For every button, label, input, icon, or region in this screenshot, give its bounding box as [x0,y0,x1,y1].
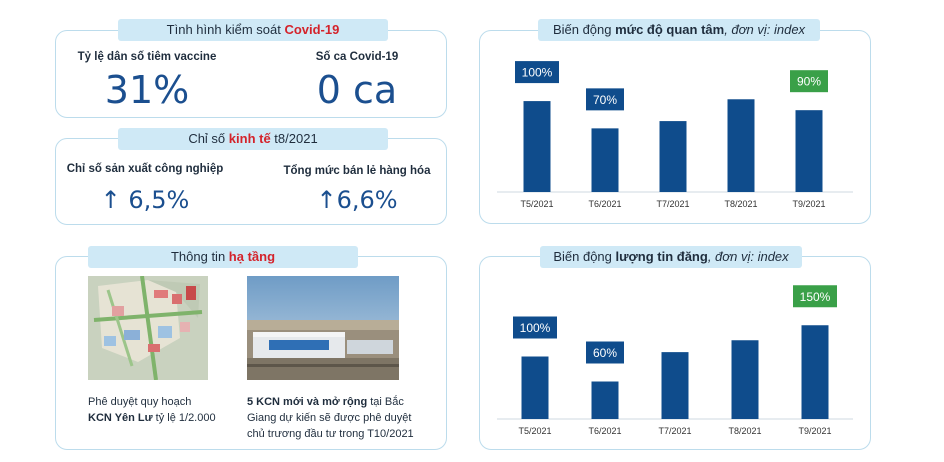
data-label-box [793,285,837,308]
interest-chart-title: Biến động mức độ quan tâm, đơn vị: index [538,19,820,41]
infrastructure-card-title: Thông tin hạ tầng [88,246,358,268]
bar-t8-2021 [727,99,755,192]
bar-t5-2021 [523,101,551,192]
x-tick-label: T6/2021 [588,426,621,436]
data-label-box [513,316,557,339]
data-label: 60% [593,346,617,360]
covid-card [55,30,447,118]
economy-card [55,138,447,225]
listings-chart-title: Biến động lượng tin đăng, đơn vị: index [540,246,802,268]
x-tick-label: T5/2021 [520,199,553,209]
industry-index-label: Chỉ số sản xuất công nghiệp [66,163,224,175]
bar-t7-2021 [659,121,687,192]
x-tick-label: T9/2021 [792,199,825,209]
data-label: 90% [797,75,821,89]
site-plan-illustration [88,276,208,380]
vaccine-rate-value: 31% [104,68,190,112]
bar-t9-2021 [801,325,829,419]
retail-sales-label: Tổng mức bán lẻ hàng hóa [283,165,431,177]
bar-t7-2021 [661,352,689,419]
industry-index-value: ↑ 6,5% [100,186,190,214]
bar-t6-2021 [591,381,619,419]
site-plan-caption: Phê duyệt quy hoạch KCN Yên Lư tỷ lệ 1/2… [88,396,216,424]
data-label-box [790,70,828,93]
x-tick-label: T5/2021 [518,426,551,436]
data-label: 100% [520,321,551,335]
data-label-box [586,341,624,364]
listings-bar-chart: T5/2021 100% T6/2021 60% T7/2021 T8/2021 T9/20… [497,285,853,436]
vaccine-rate-label: Tỷ lệ dân số tiêm vaccine [77,51,217,63]
bar-t8-2021 [731,340,759,419]
data-label-box [515,61,559,84]
data-label: 70% [593,93,617,107]
data-label: 150% [800,290,831,304]
x-tick-label: T8/2021 [728,426,761,436]
x-tick-label: T9/2021 [798,426,831,436]
economy-card-title: Chỉ số kinh tế t8/2021 [118,128,388,150]
industrial-park-photo [247,276,399,380]
arrow-up-icon: ↑ [316,186,337,214]
industrial-park-illustration [247,276,399,380]
bar-t6-2021 [591,128,619,192]
industrial-park-caption: 5 KCN mới và mở rộng tại Bắc Giang dự ki… [247,396,414,440]
x-tick-label: T7/2021 [658,426,691,436]
x-tick-label: T7/2021 [656,199,689,209]
arrow-up-icon: ↑ [100,186,121,214]
data-label-box [586,88,624,111]
data-label: 100% [522,66,553,80]
covid-card-title: Tình hình kiểm soát Covid-19 [118,19,388,41]
covid-cases-value: 0 ca [316,68,398,112]
x-tick-label: T6/2021 [588,199,621,209]
bar-t5-2021 [521,356,549,419]
bar-t9-2021 [795,110,823,192]
interest-bar-chart: T5/2021 100% T6/2021 70% T7/2021 T8/2021 T9/20… [497,61,853,209]
covid-cases-label: Số ca Covid-19 [315,51,399,63]
retail-sales-value: ↑6,6% [316,186,398,214]
site-plan-image [88,276,208,380]
x-tick-label: T8/2021 [724,199,757,209]
